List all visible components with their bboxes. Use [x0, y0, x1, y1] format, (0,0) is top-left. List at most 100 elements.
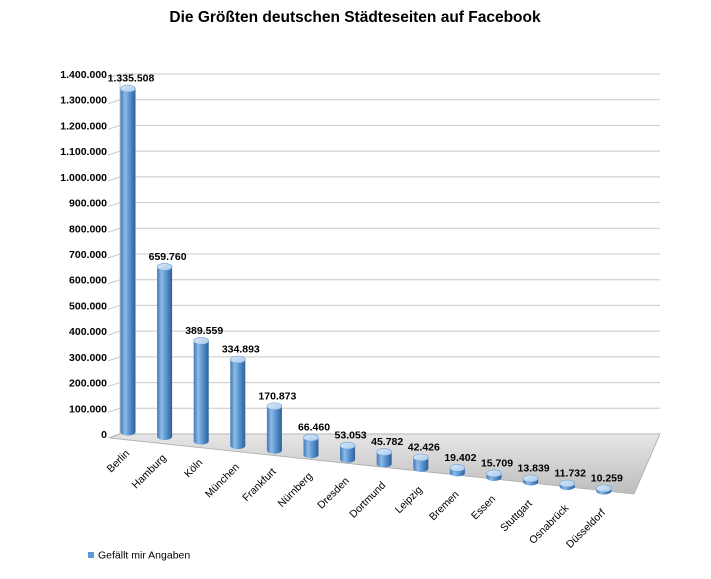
x-tick-label: Dresden — [315, 475, 352, 512]
y-tick-label: 500.000 — [69, 300, 107, 312]
bar-top — [486, 469, 502, 478]
bar — [266, 402, 283, 454]
y-tick-label: 1.100.000 — [60, 146, 107, 158]
data-label: 19.402 — [444, 452, 476, 464]
y-tick-label: 400.000 — [69, 326, 107, 338]
y-tick-label: 1.000.000 — [60, 172, 107, 184]
data-label: 11.732 — [554, 468, 586, 480]
bar-top — [376, 448, 393, 456]
bar-body — [413, 457, 429, 472]
x-tick-label: Stuttgart — [498, 498, 535, 535]
x-tick-label: Hamburg — [130, 452, 169, 491]
data-label: 659.760 — [149, 251, 187, 263]
gridline-side — [107, 124, 121, 130]
bar — [303, 433, 319, 459]
bar — [339, 441, 356, 463]
x-tick-label: Frankfurt — [240, 466, 278, 504]
bar-body — [230, 359, 246, 450]
y-axis-tick-labels: 0 100.000 200.000 300.000 400.000 500.000 600.… — [60, 69, 107, 441]
gridline-side — [107, 227, 121, 233]
data-label: 1.335.508 — [108, 73, 155, 85]
data-label: 10.259 — [591, 473, 623, 485]
data-label: 66.460 — [298, 422, 330, 434]
data-label: 170.873 — [258, 390, 296, 402]
gridline-side — [107, 407, 121, 413]
bar-body — [266, 406, 282, 454]
data-label: 13.839 — [518, 462, 550, 474]
x-tick-label: Köln — [182, 457, 205, 480]
y-tick-label: 900.000 — [69, 198, 107, 210]
data-label: 53.053 — [335, 430, 367, 442]
y-tick-label: 700.000 — [69, 249, 107, 261]
bar — [156, 263, 173, 441]
y-tick-label: 1.300.000 — [60, 95, 107, 107]
legend-swatch — [88, 552, 94, 558]
gridline-side — [107, 304, 121, 310]
data-label: 334.893 — [222, 344, 260, 356]
bar-body — [120, 88, 136, 436]
bar — [449, 464, 466, 477]
bar-top — [120, 84, 136, 93]
data-labels: 1.335.508 659.760 389.559 334.893 170.873 66.… — [108, 73, 623, 485]
data-label: 389.559 — [185, 325, 223, 337]
bar — [412, 453, 429, 472]
y-tick-label: 300.000 — [69, 352, 107, 364]
gridline-side — [107, 253, 121, 259]
bar — [559, 479, 576, 491]
y-tick-label: 600.000 — [69, 275, 107, 287]
bar-top — [303, 433, 319, 442]
x-tick-label: Berlin — [105, 448, 133, 476]
bar — [376, 448, 393, 468]
bar-body — [193, 340, 209, 445]
bar-top — [412, 453, 429, 462]
gridline-side — [107, 279, 121, 285]
y-tick-label: 0 — [101, 429, 107, 441]
bar-body — [157, 266, 173, 441]
gridline-side — [107, 150, 121, 156]
data-label: 42.426 — [408, 441, 440, 453]
y-tick-label: 1.400.000 — [60, 69, 107, 81]
gridlines — [107, 73, 660, 439]
legend-label: Gefällt mir Angaben — [98, 550, 190, 562]
bar — [230, 355, 246, 450]
chart-title: Die Größten deutschen Städteseiten auf F… — [169, 9, 541, 26]
bar-top — [595, 484, 612, 493]
x-tick-label: Dortmund — [347, 479, 388, 520]
bar-top — [230, 355, 246, 364]
y-tick-label: 1.200.000 — [60, 120, 107, 132]
bar-top — [449, 464, 466, 472]
data-label: 15.709 — [481, 457, 513, 469]
bar-body — [376, 452, 392, 468]
bar — [193, 337, 209, 445]
gridline-side — [107, 356, 121, 362]
bar-top — [339, 441, 356, 450]
bar — [120, 84, 136, 436]
gridline-side — [107, 202, 121, 208]
bar-top — [156, 263, 173, 271]
bar — [486, 469, 502, 481]
x-tick-label: Düsseldorf — [564, 507, 608, 551]
x-tick-label: Essen — [469, 493, 498, 522]
x-tick-label: München — [203, 461, 242, 500]
bar-top — [193, 337, 209, 345]
bar — [595, 484, 612, 495]
legend: Gefällt mir Angaben — [88, 550, 190, 562]
bar-top — [266, 402, 283, 411]
x-tick-label: Leipzig — [393, 484, 425, 516]
gridline-side — [107, 99, 121, 105]
bar-body — [340, 445, 356, 463]
bar-top — [559, 479, 576, 488]
bar-top — [522, 474, 539, 483]
gridline-side — [107, 382, 121, 388]
x-tick-label: Nürnberg — [276, 470, 316, 510]
gridline-side — [107, 176, 121, 182]
bars — [120, 84, 612, 495]
x-tick-label: Bremen — [427, 488, 462, 523]
y-tick-label: 100.000 — [69, 403, 107, 415]
gridline-side — [107, 73, 121, 79]
y-tick-label: 200.000 — [69, 378, 107, 390]
y-tick-label: 800.000 — [69, 223, 107, 235]
data-label: 45.782 — [371, 436, 403, 448]
